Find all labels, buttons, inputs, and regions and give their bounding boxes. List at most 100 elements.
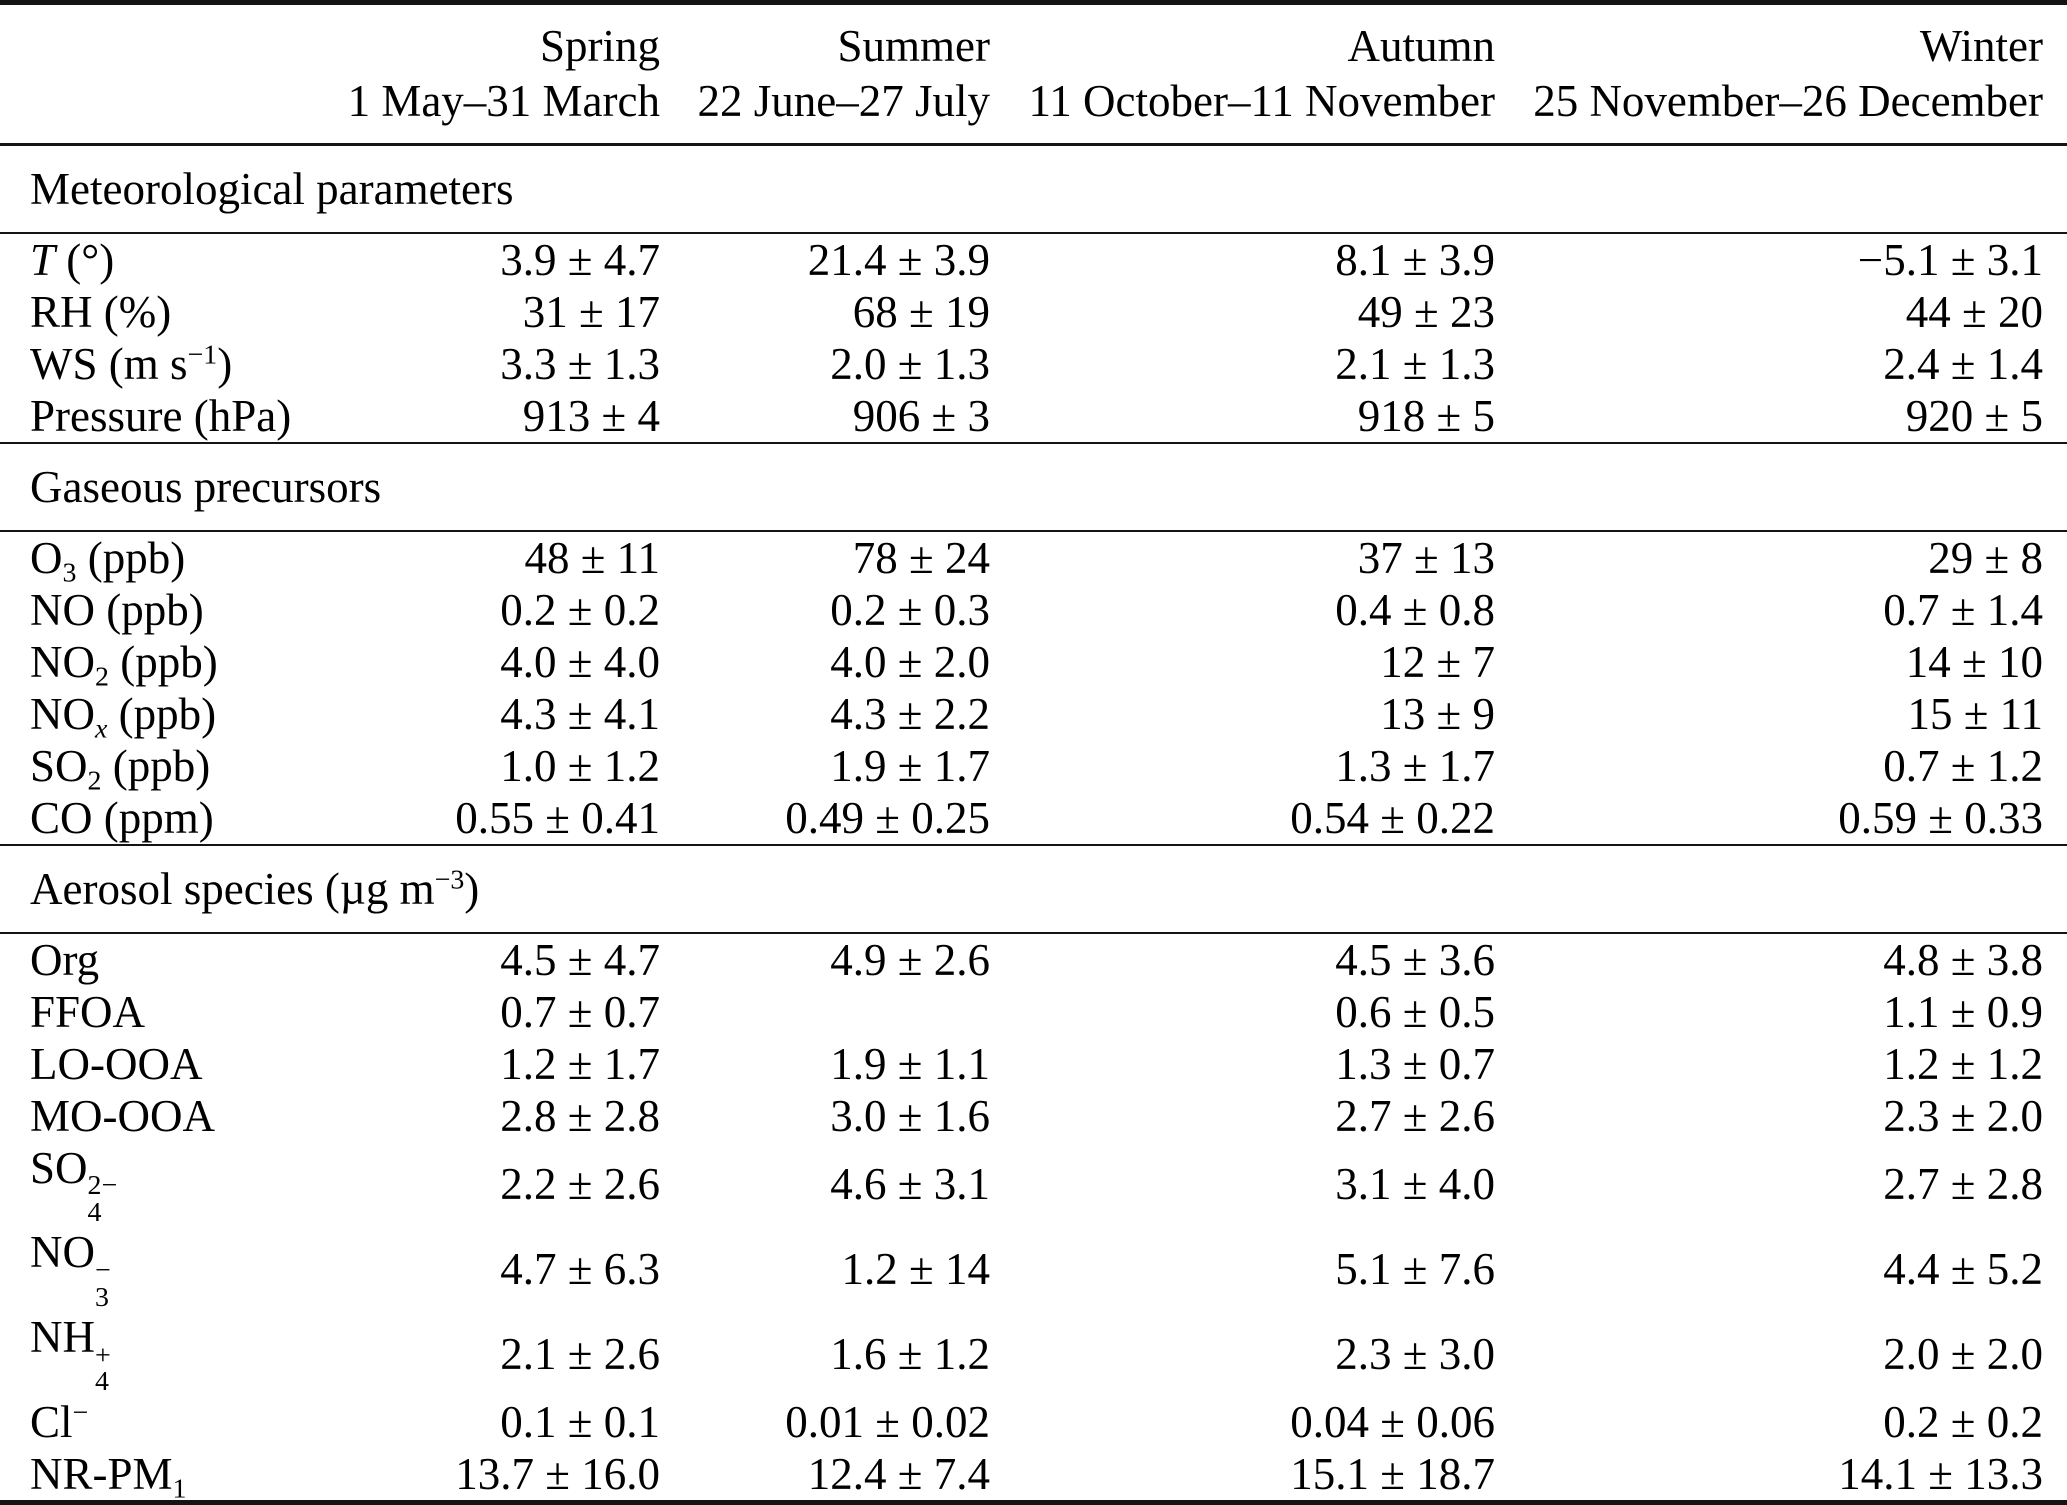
value-summer: 4.9 ± 2.6 [830, 934, 990, 985]
value-autumn: 0.54 ± 0.22 [1290, 792, 1495, 843]
value-winter: 1.1 ± 0.9 [1883, 986, 2043, 1037]
value-summer: 4.3 ± 2.2 [830, 688, 990, 739]
value-spring: 4.3 ± 4.1 [500, 688, 660, 739]
value-winter: 920 ± 5 [1905, 390, 2043, 441]
value-autumn: 5.1 ± 7.6 [1335, 1243, 1495, 1294]
value-summer: 68 ± 19 [852, 286, 990, 337]
row-label-nh4: NH +4 [30, 1312, 111, 1398]
value-autumn: 1.3 ± 1.7 [1335, 740, 1495, 791]
value-winter: 0.7 ± 1.4 [1883, 584, 2043, 635]
value-winter: 1.2 ± 1.2 [1883, 1038, 2043, 1089]
season-name: Winter [1919, 21, 2043, 72]
value-summer: 4.6 ± 3.1 [830, 1159, 990, 1210]
row-label-nr-pm1: NR-PM1 [30, 1448, 187, 1505]
section-title: Gaseous precursors [30, 461, 382, 512]
season-name: Summer [837, 21, 991, 72]
table-row: SO 2− 4 2.2 ± 2.6 4.6 ± 3.1 3.1 ± 4.0 2.7 … [0, 1142, 2067, 1227]
value-autumn: 2.3 ± 3.0 [1335, 1328, 1495, 1379]
value-spring: 13.7 ± 16.0 [455, 1448, 660, 1499]
value-autumn: 0.04 ± 0.06 [1290, 1396, 1495, 1447]
value-spring: 4.0 ± 4.0 [500, 636, 660, 687]
row-label-so4: SO 2− 4 [30, 1142, 118, 1228]
value-autumn: 15.1 ± 18.7 [1290, 1448, 1495, 1499]
value-winter: 14 ± 10 [1905, 636, 2043, 687]
value-spring: 4.7 ± 6.3 [500, 1243, 660, 1294]
value-winter: 2.0 ± 2.0 [1883, 1328, 2043, 1379]
value-winter: 0.59 ± 0.33 [1838, 792, 2043, 843]
row-label-lo-ooa: LO-OOA [30, 1038, 203, 1089]
table-row: T (°) 3.9 ± 4.7 21.4 ± 3.9 8.1 ± 3.9 −5.… [0, 233, 2067, 286]
value-summer: 3.0 ± 1.6 [830, 1090, 990, 1141]
season-dates: 22 June–27 July [697, 76, 991, 127]
value-summer: 1.6 ± 1.2 [830, 1328, 990, 1379]
table-row: RH (%) 31 ± 17 68 ± 19 49 ± 23 44 ± 20 [0, 286, 2067, 338]
value-spring: 0.55 ± 0.41 [455, 792, 660, 843]
section-header-aerosol: Aerosol species (µg m−3) [0, 844, 2067, 933]
season-column-header-winter: Winter 25 November–26 December [1495, 3, 2067, 145]
value-winter: 2.4 ± 1.4 [1883, 338, 2043, 389]
value-summer: 0.49 ± 0.25 [785, 792, 990, 843]
value-autumn: 49 ± 23 [1357, 286, 1495, 337]
value-winter: 14.1 ± 13.3 [1838, 1448, 2043, 1499]
row-label-ws: WS (m s−1) [30, 338, 233, 389]
row-label-temperature: T (°) [30, 234, 115, 285]
season-name: Autumn [1347, 21, 1495, 72]
value-winter: 2.3 ± 2.0 [1883, 1090, 2043, 1141]
value-autumn: 4.5 ± 3.6 [1335, 934, 1495, 985]
value-summer: 12.4 ± 7.4 [807, 1448, 990, 1499]
value-autumn: 1.3 ± 0.7 [1335, 1038, 1495, 1089]
row-label-mo-ooa: MO-OOA [30, 1090, 215, 1141]
value-spring: 1.0 ± 1.2 [500, 740, 660, 791]
season-column-header-spring: Spring 1 May–31 March [330, 3, 660, 145]
table-row: Cl− 0.1 ± 0.1 0.01 ± 0.02 0.04 ± 0.06 0.… [0, 1396, 2067, 1448]
value-spring: 0.1 ± 0.1 [500, 1396, 660, 1447]
value-autumn: 3.1 ± 4.0 [1335, 1159, 1495, 1210]
value-spring: 0.7 ± 0.7 [500, 986, 660, 1037]
value-spring: 0.2 ± 0.2 [500, 584, 660, 635]
row-label-ffoa: FFOA [30, 986, 146, 1037]
value-autumn: 0.6 ± 0.5 [1335, 986, 1495, 1037]
ion-charge-stack: 2− 4 [87, 1170, 118, 1228]
row-label-so2: SO2 (ppb) [30, 740, 211, 796]
value-spring: 4.5 ± 4.7 [500, 934, 660, 985]
table-row: NO −3 4.7 ± 6.3 1.2 ± 14 5.1 ± 7.6 4.4 ± … [0, 1226, 2067, 1311]
value-summer: 0.01 ± 0.02 [785, 1396, 990, 1447]
row-label-pressure: Pressure (hPa) [30, 390, 292, 441]
value-autumn: 8.1 ± 3.9 [1335, 234, 1495, 285]
value-spring: 1.2 ± 1.7 [500, 1038, 660, 1089]
row-label-org: Org [30, 934, 100, 985]
value-winter: −5.1 ± 3.1 [1857, 234, 2043, 285]
value-autumn: 0.4 ± 0.8 [1335, 584, 1495, 635]
row-label-cl: Cl− [30, 1396, 89, 1447]
value-spring: 31 ± 17 [522, 286, 660, 337]
season-dates: 1 May–31 March [347, 76, 660, 127]
table-row: Pressure (hPa) 913 ± 4 906 ± 3 918 ± 5 9… [0, 390, 2067, 443]
section-title: Meteorological parameters [30, 163, 514, 214]
table-row: NO (ppb) 0.2 ± 0.2 0.2 ± 0.3 0.4 ± 0.8 0… [0, 584, 2067, 636]
value-autumn: 12 ± 7 [1380, 636, 1495, 687]
section-header-gaseous: Gaseous precursors [0, 442, 2067, 531]
table-row: SO2 (ppb) 1.0 ± 1.2 1.9 ± 1.7 1.3 ± 1.7 … [0, 740, 2067, 796]
value-autumn: 2.7 ± 2.6 [1335, 1090, 1495, 1141]
table-row: NO2 (ppb) 4.0 ± 4.0 4.0 ± 2.0 12 ± 7 14 … [0, 636, 2067, 691]
value-summer: 4.0 ± 2.0 [830, 636, 990, 687]
season-dates: 25 November–26 December [1533, 76, 2043, 127]
table-row: CO (ppm) 0.55 ± 0.41 0.49 ± 0.25 0.54 ± … [0, 792, 2067, 845]
season-column-header-summer: Summer 22 June–27 July [660, 3, 991, 145]
value-winter: 4.8 ± 3.8 [1883, 934, 2043, 985]
value-summer: 0.2 ± 0.3 [830, 584, 990, 635]
value-summer: 906 ± 3 [852, 390, 990, 441]
table-row: NR-PM1 13.7 ± 16.0 12.4 ± 7.4 15.1 ± 18.… [0, 1448, 2067, 1503]
value-summer [660, 986, 990, 1038]
value-winter: 29 ± 8 [1928, 532, 2043, 583]
value-autumn: 918 ± 5 [1357, 390, 1495, 441]
value-winter: 4.4 ± 5.2 [1883, 1243, 2043, 1294]
value-winter: 2.7 ± 2.8 [1883, 1159, 2043, 1210]
table-row: NH +4 2.1 ± 2.6 1.6 ± 1.2 2.3 ± 3.0 2.0 ±… [0, 1311, 2067, 1396]
row-label-co: CO (ppm) [30, 792, 214, 843]
value-spring: 2.1 ± 2.6 [500, 1328, 660, 1379]
value-spring: 3.3 ± 1.3 [500, 338, 660, 389]
table-header-row: Spring 1 May–31 March Summer 22 June–27 … [0, 3, 2067, 145]
row-label-o3: O3 (ppb) [30, 532, 186, 588]
